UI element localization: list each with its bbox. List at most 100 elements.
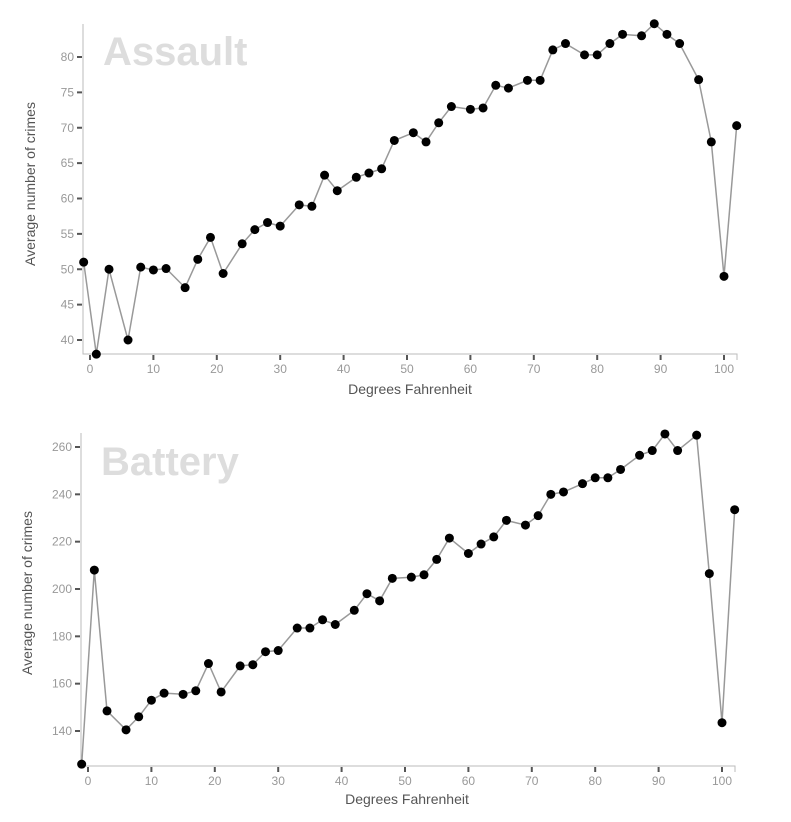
data-point — [476, 539, 486, 549]
data-point — [389, 135, 399, 145]
y-tick-label: 220 — [52, 535, 72, 549]
x-axis: 0 10 20 30 40 50 60 70 80 90 100 — [87, 355, 734, 376]
x-tick-label: 100 — [712, 774, 732, 788]
data-point — [104, 264, 114, 274]
data-point — [320, 170, 330, 180]
data-point — [148, 265, 158, 275]
data-point — [561, 39, 570, 49]
data-point — [522, 75, 532, 85]
data-point — [637, 31, 647, 41]
data-point — [548, 45, 558, 55]
chart-title: Battery — [101, 440, 240, 484]
data-point — [387, 573, 397, 583]
x-axis-title: Degrees Fahrenheit — [345, 791, 469, 807]
data-point — [432, 554, 442, 564]
axis-frame — [80, 433, 736, 772]
data-point — [463, 549, 473, 558]
data-point — [159, 688, 169, 698]
data-point — [649, 19, 659, 29]
x-tick-label: 60 — [462, 774, 476, 788]
data-point — [706, 137, 716, 147]
y-tick-label: 50 — [61, 262, 75, 276]
x-tick-label: 70 — [527, 362, 541, 376]
data-point — [248, 660, 258, 670]
x-tick-label: 90 — [652, 774, 666, 788]
y-tick-label: 200 — [52, 582, 72, 596]
data-point — [603, 473, 613, 483]
x-tick-label: 100 — [714, 362, 734, 376]
data-point — [660, 429, 670, 439]
data-point — [261, 647, 271, 657]
data-point — [263, 218, 273, 228]
x-tick-label: 40 — [335, 774, 349, 788]
y-axis: 140 160 180 200 220 240 260 — [52, 440, 80, 738]
data-point — [692, 430, 702, 440]
data-points — [77, 429, 740, 769]
x-axis: 0 10 20 30 40 50 60 70 80 90 100 — [85, 767, 732, 788]
data-point — [275, 221, 285, 231]
data-point — [305, 623, 315, 633]
data-point — [559, 487, 568, 497]
data-point — [647, 446, 657, 456]
data-point — [446, 102, 456, 112]
data-point — [377, 164, 387, 174]
x-tick-label: 10 — [145, 774, 159, 788]
data-point — [520, 520, 530, 530]
x-axis-title: Degrees Fahrenheit — [348, 381, 472, 397]
data-point — [121, 725, 131, 735]
data-point — [546, 489, 556, 499]
x-tick-label: 70 — [525, 774, 539, 788]
y-tick-label: 240 — [52, 487, 72, 501]
data-point — [717, 718, 727, 728]
data-point — [406, 572, 416, 582]
data-point — [134, 712, 144, 722]
data-point — [146, 695, 156, 705]
data-point — [419, 570, 429, 580]
data-point — [503, 83, 513, 93]
y-tick-label: 160 — [52, 677, 72, 691]
data-point — [180, 283, 190, 293]
data-point — [292, 623, 302, 633]
data-point — [191, 686, 201, 696]
data-point — [237, 239, 247, 249]
data-point — [421, 137, 431, 147]
x-tick-label: 0 — [87, 362, 94, 376]
y-tick-label: 70 — [61, 121, 75, 135]
x-tick-label: 90 — [654, 362, 668, 376]
x-tick-label: 0 — [85, 774, 92, 788]
data-point — [250, 225, 260, 235]
data-point — [89, 565, 99, 575]
x-tick-label: 20 — [208, 774, 222, 788]
data-point — [216, 687, 226, 697]
data-point — [719, 271, 729, 281]
data-point — [203, 659, 213, 669]
data-point — [616, 464, 626, 474]
data-point — [491, 80, 501, 90]
assault-chart: Assault 40 45 50 55 60 65 70 75 80 0 10 20 30 40 50 60… — [22, 19, 742, 397]
x-tick-label: 10 — [147, 362, 161, 376]
y-axis: 40 45 50 55 60 65 70 75 80 — [61, 50, 82, 347]
x-tick-label: 80 — [589, 774, 603, 788]
y-tick-label: 75 — [61, 85, 75, 99]
y-tick-label: 40 — [61, 333, 75, 347]
data-point — [673, 446, 683, 456]
data-point — [235, 661, 245, 671]
y-tick-label: 80 — [61, 50, 75, 64]
data-point — [136, 262, 146, 272]
data-point — [161, 264, 171, 274]
data-point — [408, 128, 418, 138]
x-tick-label: 50 — [398, 774, 412, 788]
data-point — [694, 75, 704, 85]
data-point — [294, 200, 304, 210]
data-point — [123, 335, 133, 345]
data-point — [205, 232, 215, 242]
data-point — [91, 349, 101, 359]
data-point — [375, 596, 385, 606]
data-point — [77, 759, 87, 769]
x-tick-label: 50 — [400, 362, 414, 376]
data-point — [635, 450, 645, 460]
data-point — [675, 39, 685, 49]
x-tick-label: 80 — [591, 362, 605, 376]
data-point — [434, 118, 444, 128]
